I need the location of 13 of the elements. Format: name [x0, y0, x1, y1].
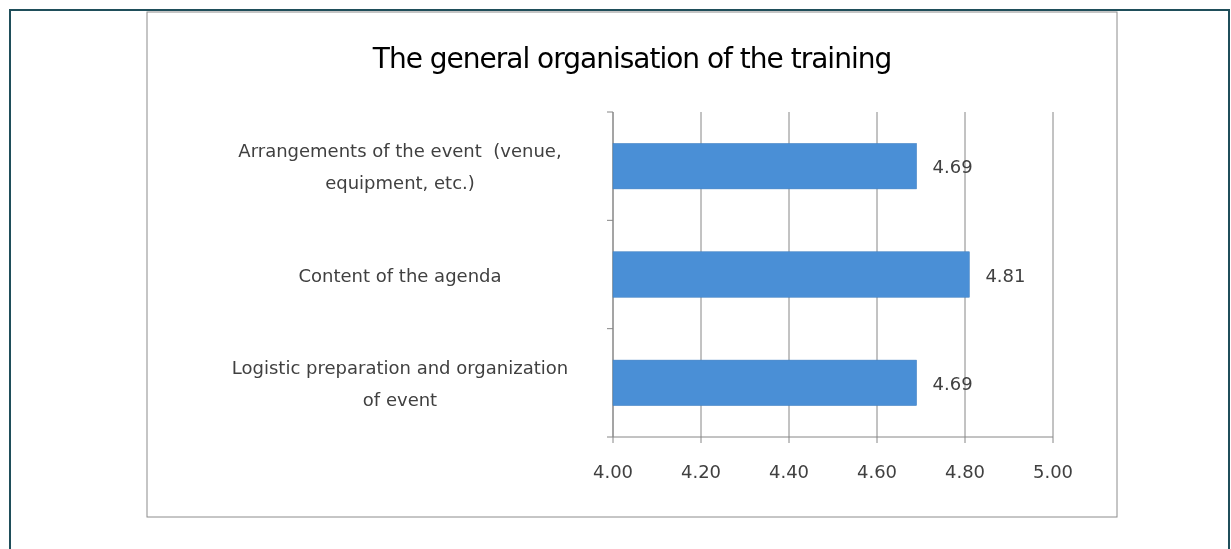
chart-title: The general organisation of the training [371, 42, 892, 75]
y-tick-label: Logistic preparation and organization of event [231, 356, 569, 410]
x-tick-label: 4.40 [768, 461, 810, 482]
data-label: 4.69 [932, 156, 973, 178]
y-tick-label: Content of the agenda [298, 264, 502, 286]
x-tick-label: 4.80 [944, 461, 986, 482]
x-tick-label: 5.00 [1032, 461, 1074, 482]
y-tick-label: Arrangements of the event (venue, equipment, etc.) [238, 140, 562, 194]
data-label: 4.81 [985, 264, 1026, 286]
data-label: 4.69 [932, 372, 973, 394]
x-tick-label: 4.60 [856, 461, 898, 482]
x-tick-label: 4.00 [592, 461, 634, 482]
x-tick-label: 4.20 [680, 461, 722, 482]
